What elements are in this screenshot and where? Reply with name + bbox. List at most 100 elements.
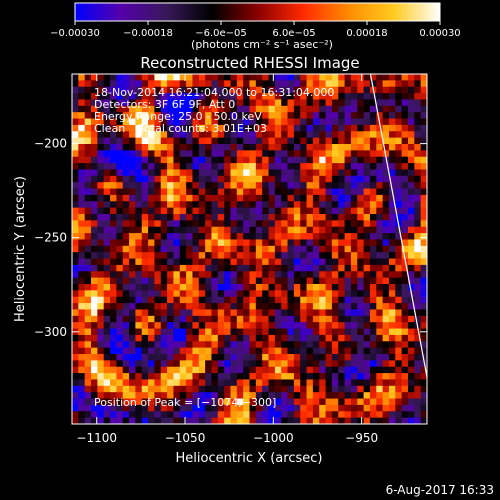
heatmap-cell [312, 245, 320, 253]
heatmap-cell [78, 169, 86, 177]
heatmap-cell [268, 290, 276, 298]
heatmap-cell [268, 277, 276, 285]
heatmap-cell [135, 233, 143, 240]
heatmap-cell [407, 379, 415, 387]
heatmap-cell [217, 233, 225, 240]
heatmap-cell [205, 309, 212, 317]
heatmap-cell [255, 226, 263, 234]
heatmap-cell [369, 175, 377, 183]
heatmap-cell [179, 258, 187, 266]
heatmap-cell [274, 137, 282, 145]
heatmap-cell [141, 366, 149, 374]
heatmap-cell [331, 156, 339, 164]
heatmap-cell [154, 392, 162, 399]
heatmap-cell [78, 112, 86, 119]
heatmap-cell [300, 93, 307, 100]
heatmap-cell [350, 118, 358, 126]
heatmap-cell [369, 271, 377, 279]
heatmap-cell [141, 411, 149, 419]
heatmap-cell [173, 373, 181, 380]
heatmap-cell [293, 379, 301, 387]
heatmap-cell [192, 175, 200, 183]
heatmap-cell [186, 303, 193, 310]
heatmap-cell [369, 404, 377, 412]
heatmap-cell [167, 398, 174, 406]
heatmap-cell [154, 150, 162, 158]
heatmap-cell [103, 93, 111, 100]
heatmap-cell [243, 233, 250, 240]
heatmap-cell [395, 392, 403, 399]
heatmap-cell [281, 124, 288, 132]
heatmap-cell [274, 360, 282, 368]
heatmap-cell [395, 188, 403, 196]
heatmap-cell [268, 233, 276, 240]
heatmap-cell [344, 163, 352, 170]
heatmap-cell [186, 194, 193, 202]
heatmap-cell [236, 226, 244, 234]
heatmap-cell [407, 264, 415, 272]
heatmap-cell [382, 214, 390, 221]
heatmap-cell [78, 150, 86, 158]
heatmap-cell [331, 112, 339, 119]
heatmap-cell [135, 354, 143, 361]
colorbar-ticks: −0.00030 −0.00018 −6.0e−05 6.0e−05 0.00018 0.… [50, 21, 461, 39]
heatmap-cell [407, 392, 415, 399]
heatmap-cell [154, 373, 162, 380]
heatmap-cell [388, 233, 396, 240]
heatmap-cell [129, 175, 136, 183]
heatmap-cell [388, 303, 396, 310]
heatmap-cell [369, 360, 377, 368]
heatmap-cell [414, 239, 422, 247]
heatmap-cell [135, 207, 143, 215]
heatmap-cell [122, 169, 130, 177]
heatmap-cell [312, 233, 320, 240]
heatmap-cell [173, 347, 181, 355]
heatmap-cell [179, 264, 187, 272]
heatmap-cell [84, 239, 92, 247]
heatmap-cell [129, 169, 136, 177]
heatmap-cell [338, 156, 345, 164]
heatmap-cell [319, 239, 326, 247]
heatmap-cell [230, 398, 238, 406]
heatmap-cell [91, 194, 98, 202]
heatmap-cell [135, 417, 143, 424]
heatmap-cell [388, 163, 396, 170]
heatmap-cell [331, 118, 339, 126]
heatmap-cell [192, 379, 200, 387]
heatmap-cell [224, 417, 231, 424]
heatmap-cell [300, 411, 307, 419]
heatmap-cell [388, 309, 396, 317]
heatmap-cell [376, 373, 384, 380]
heatmap-cell [198, 188, 206, 196]
heatmap-cell [97, 303, 105, 310]
heatmap-cell [325, 347, 333, 355]
heatmap-cell [141, 290, 149, 298]
heatmap-cell [236, 80, 244, 88]
heatmap-cell [255, 239, 263, 247]
heatmap-cell [173, 296, 181, 304]
heatmap-cell [274, 239, 282, 247]
heatmap-cell [401, 366, 409, 374]
heatmap-cell [401, 411, 409, 419]
heatmap-cell [350, 392, 358, 399]
heatmap-cell [407, 411, 415, 419]
heatmap-cell [110, 220, 117, 228]
heatmap-cell [407, 347, 415, 355]
heatmap-cell [382, 80, 390, 88]
heatmap-cell [141, 74, 149, 81]
heatmap-cell [72, 175, 79, 183]
heatmap-cell [72, 252, 79, 259]
heatmap-cell [262, 169, 269, 177]
heatmap-cell [173, 277, 181, 285]
heatmap-cell [97, 144, 105, 151]
heatmap-cell [331, 258, 339, 266]
heatmap-cell [72, 264, 79, 272]
heatmap-cell [205, 354, 212, 361]
heatmap-cell [319, 290, 326, 298]
heatmap-cell [72, 309, 79, 317]
heatmap-cell [274, 334, 282, 342]
heatmap-cell [78, 163, 86, 170]
heatmap-cell [116, 220, 124, 228]
heatmap-cell [293, 354, 301, 361]
